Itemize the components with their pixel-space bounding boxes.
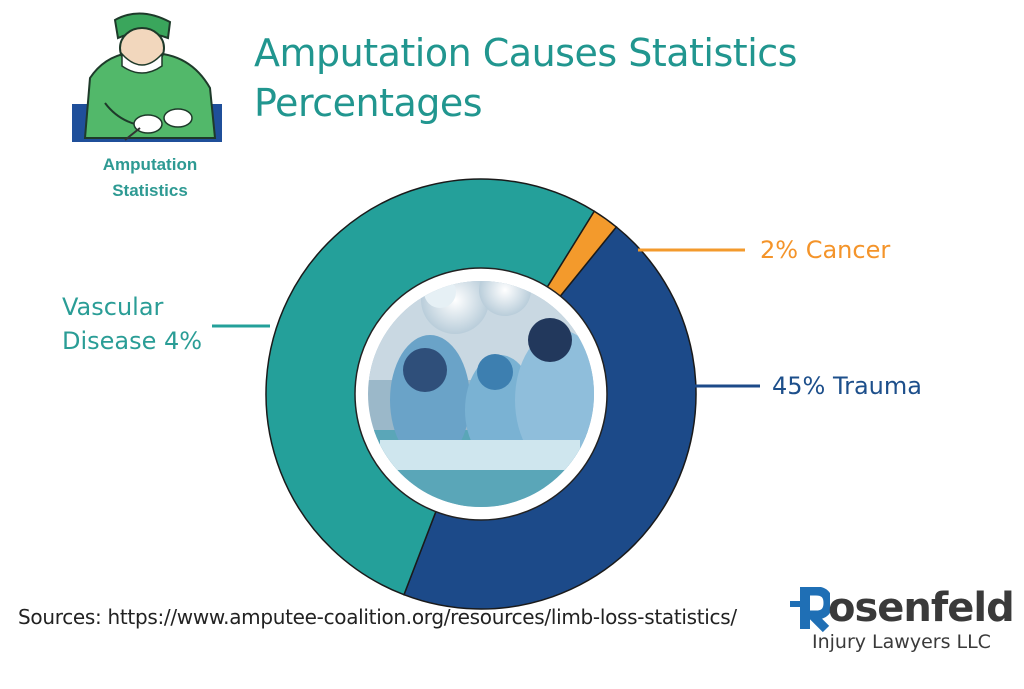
surgeon-illustration [70, 8, 230, 213]
trauma-slice-label: 45% Trauma [772, 372, 922, 400]
chart-title: Amputation Causes Statistics Percentages [254, 31, 797, 125]
logo-caption: Amputation Statistics [70, 152, 230, 204]
logo-caption-line2: Statistics [112, 181, 188, 200]
sources-citation: Sources: https://www.amputee-coalition.o… [18, 605, 737, 629]
vascular-slice-label: Vascular Disease 4% [62, 290, 222, 358]
vascular-label-line2: Disease 4% [62, 327, 203, 355]
brand-subtitle: Injury Lawyers LLC [812, 631, 991, 653]
cancer-slice-label: 2% Cancer [760, 236, 891, 264]
vascular-label-line1: Vascular [62, 293, 164, 321]
brand-logo: osenfeld Injury Lawyers LLC [790, 585, 1015, 655]
brand-name: osenfeld [828, 585, 1015, 631]
logo-caption-line1: Amputation [102, 155, 198, 174]
operating-room-photo [354, 267, 608, 521]
brand-r-icon [790, 587, 830, 633]
